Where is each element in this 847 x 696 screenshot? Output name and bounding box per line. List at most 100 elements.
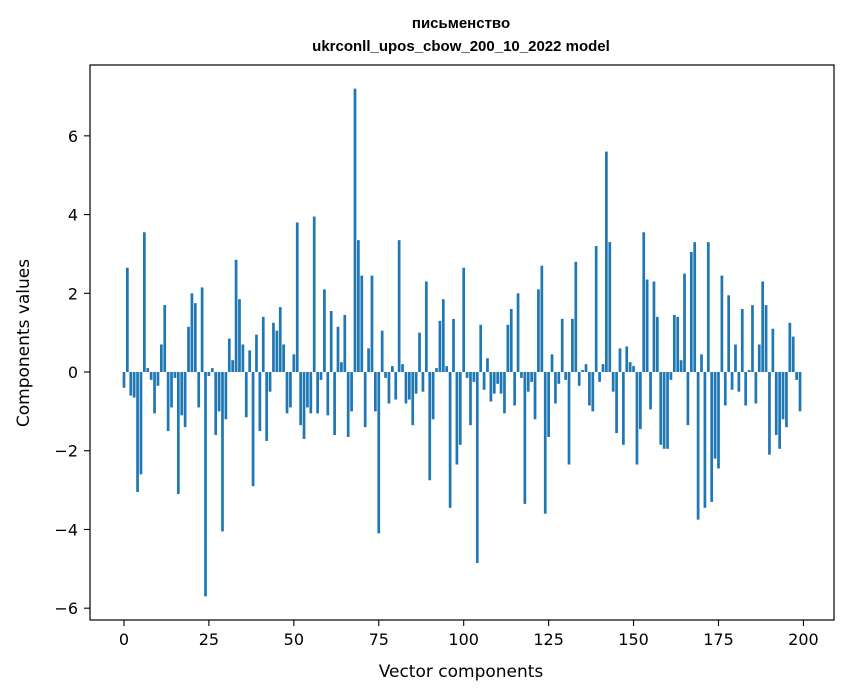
bar — [258, 372, 262, 432]
bar — [683, 273, 686, 373]
bar — [248, 350, 252, 373]
bar — [312, 216, 316, 373]
bar — [669, 372, 673, 380]
bar — [778, 372, 781, 449]
bar — [584, 364, 588, 373]
bar — [472, 372, 476, 382]
bar — [241, 344, 245, 373]
bar — [299, 372, 302, 426]
bar — [282, 344, 285, 373]
bar — [537, 289, 540, 373]
y-tick-label: −2 — [54, 442, 78, 461]
bar — [163, 305, 167, 373]
bar — [768, 372, 771, 455]
bar — [727, 295, 731, 373]
bar — [747, 370, 751, 373]
bar — [591, 372, 595, 412]
bar — [190, 293, 194, 373]
bar — [353, 88, 357, 373]
bar — [431, 372, 435, 420]
bar — [156, 372, 160, 386]
bar — [781, 372, 785, 420]
bar — [129, 372, 133, 396]
x-tick-label: 125 — [533, 630, 564, 649]
bar — [265, 372, 269, 441]
bar — [571, 318, 574, 373]
bar — [153, 372, 156, 414]
y-tick-label: 2 — [68, 284, 78, 303]
y-tick-label: 4 — [68, 206, 78, 225]
bar — [475, 372, 479, 563]
bar — [407, 372, 411, 400]
bar — [533, 372, 537, 420]
bar — [350, 372, 353, 412]
bar — [255, 334, 258, 373]
bar — [221, 372, 224, 532]
bar — [757, 344, 761, 373]
bar — [204, 372, 207, 597]
bar — [791, 336, 795, 373]
bar — [608, 242, 612, 373]
bars-group — [122, 88, 802, 597]
bar — [435, 368, 438, 373]
x-tick-label: 150 — [618, 630, 649, 649]
x-axis-ticks: 0 25 50 75 100 125 150 175 200 — [119, 620, 819, 649]
bar — [513, 372, 517, 406]
bar — [764, 305, 768, 373]
bar — [761, 281, 765, 373]
bar — [550, 354, 554, 373]
bar — [448, 372, 452, 508]
bar — [411, 372, 415, 426]
y-tick-label: 6 — [68, 127, 78, 146]
bar — [183, 372, 187, 428]
bar — [207, 372, 211, 376]
bar — [771, 328, 775, 373]
bar — [540, 265, 544, 373]
y-tick-label: 0 — [68, 363, 78, 382]
bar — [598, 372, 601, 382]
bar — [516, 293, 520, 373]
bar — [611, 372, 615, 392]
bar — [696, 372, 700, 520]
bar — [343, 314, 347, 373]
bar — [567, 372, 571, 465]
bar — [594, 246, 598, 373]
bar — [193, 303, 197, 373]
bar — [574, 261, 578, 373]
bar — [740, 309, 744, 373]
bar — [326, 372, 330, 416]
bar — [289, 372, 292, 408]
bar — [309, 372, 313, 414]
bar — [499, 372, 503, 394]
y-tick-label: −6 — [54, 599, 78, 618]
plot-area-frame — [89, 64, 835, 621]
bar — [367, 348, 370, 373]
bar — [605, 151, 608, 373]
bar — [285, 372, 289, 414]
bar — [391, 366, 394, 373]
bar — [418, 332, 421, 373]
bar — [588, 372, 591, 406]
bar — [506, 324, 510, 373]
bar — [122, 372, 126, 388]
bar — [686, 372, 690, 426]
bar — [227, 338, 231, 373]
bar — [662, 372, 666, 449]
bar — [486, 358, 489, 373]
bar — [380, 330, 384, 373]
bar — [642, 232, 646, 373]
bar — [143, 232, 146, 373]
bar — [397, 240, 401, 373]
x-tick-label: 50 — [284, 630, 304, 649]
bar — [197, 372, 201, 408]
bar — [200, 287, 204, 373]
bar — [458, 372, 462, 445]
bar — [734, 344, 737, 373]
bar — [384, 372, 387, 378]
bar — [414, 372, 418, 394]
bar — [744, 372, 748, 406]
bar — [336, 326, 340, 373]
bar — [554, 372, 557, 404]
bar — [625, 346, 629, 373]
x-tick-label: 0 — [119, 630, 129, 649]
